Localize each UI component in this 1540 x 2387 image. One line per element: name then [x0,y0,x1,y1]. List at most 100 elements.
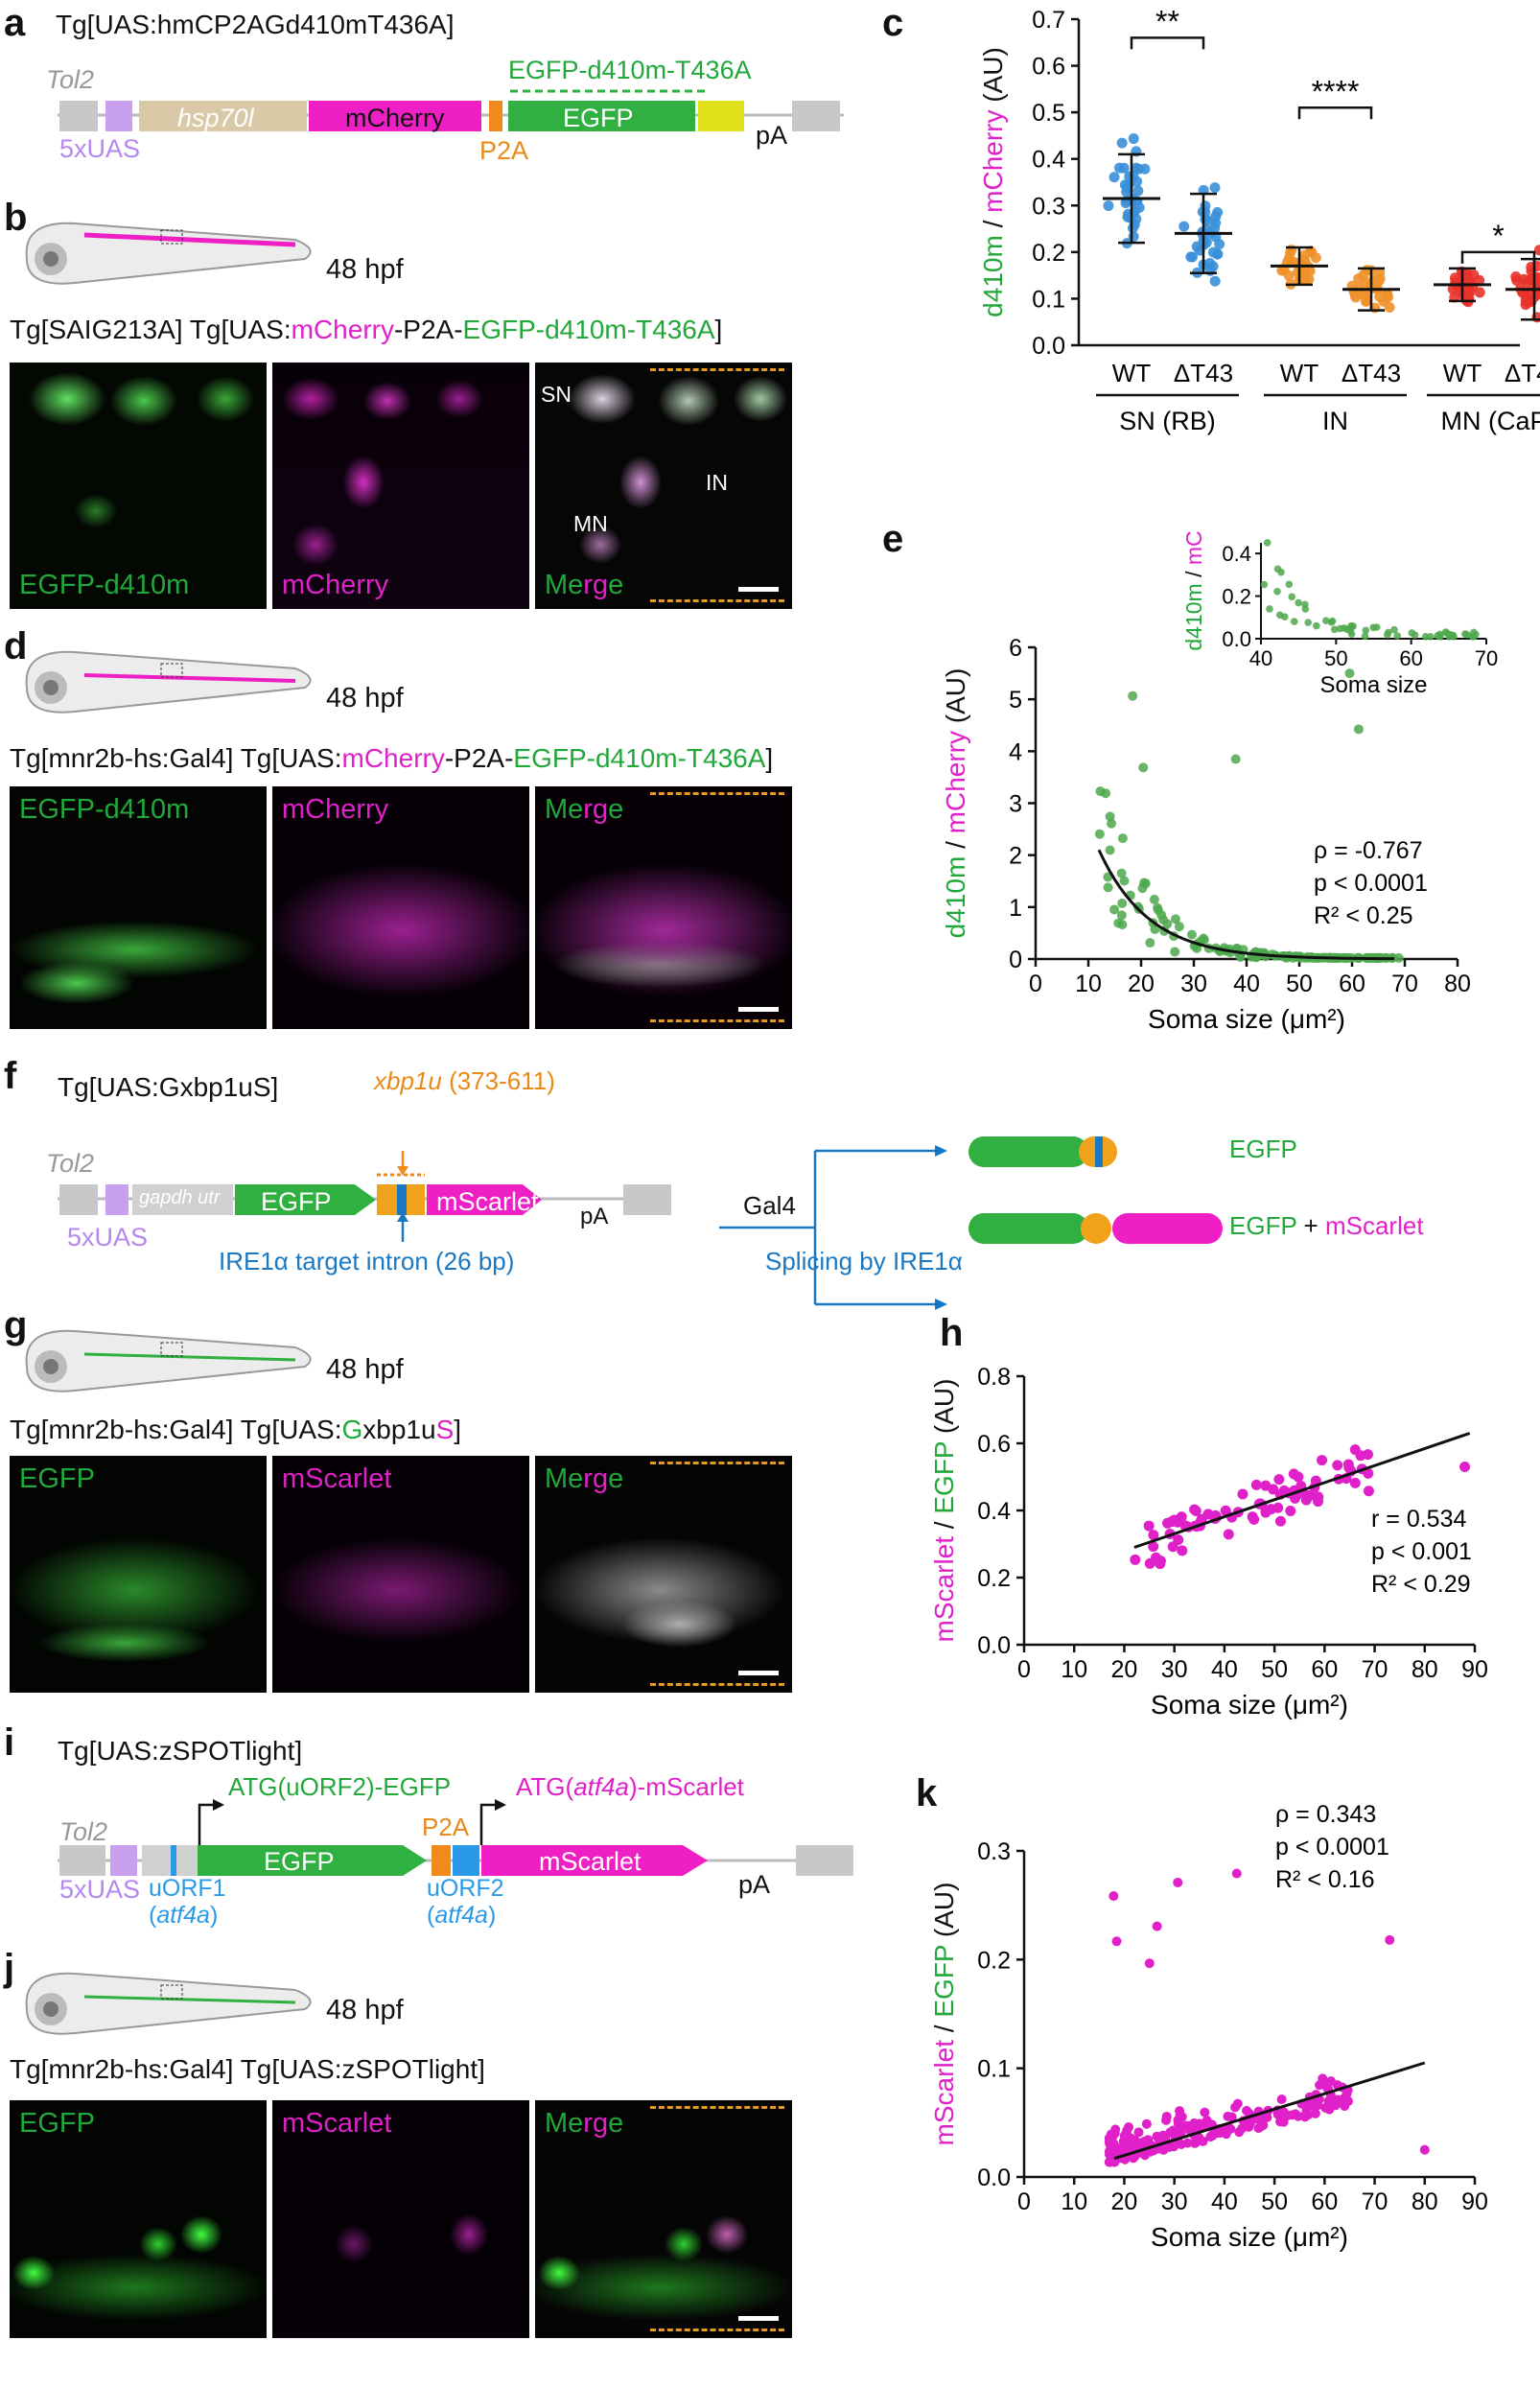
fit-line [1133,1432,1471,1549]
data-point [1109,2128,1120,2139]
data-point [1273,1474,1285,1486]
data-point [1105,2147,1115,2158]
data-point [1272,1502,1284,1513]
stat-text: R² < 0.29 [1371,1571,1471,1598]
x-axis-label: Soma size (μm²) [1151,2222,1348,2252]
data-point [1116,137,1128,149]
micrograph-d-egfp: EGFP-d410m [10,786,267,1029]
data-point [1162,1517,1174,1529]
y-tick-label: 0.2 [1032,240,1065,267]
y-tick-label: 0.0 [977,1632,1011,1659]
inset-data-point [1361,632,1369,641]
x-tick-label: 20 [1111,2188,1138,2215]
data-point [1237,1488,1248,1500]
inset-x-tick-label: 40 [1249,646,1272,670]
data-point [1109,904,1120,915]
label-d-mcherry: mCherry [282,794,389,825]
panel-label-h: h [940,1312,964,1354]
zebrafish-embryo-d [25,650,312,714]
inset-data-point [1385,628,1392,637]
data-point [1148,1541,1159,1553]
pa-label-f: pA [580,1204,609,1229]
data-point [1178,221,1190,232]
micrograph-g-merge: Merge [535,1456,792,1693]
x-tick-label: 60 [1311,1656,1338,1683]
inset-data-point [1336,624,1344,633]
uas-label-i: 5xUAS [59,1875,141,1904]
y-tick-label: 0.1 [1032,286,1065,313]
panel-label-d: d [4,625,28,667]
category-label: ΔT43 [1505,359,1540,387]
dashed-line-j-bottom [650,2328,784,2331]
atg-atf4a-mscarlet-label: ATG(atf4a)-mScarlet [516,1772,744,1801]
data-point [1094,829,1105,839]
x-tick-label: 10 [1061,1656,1087,1683]
data-point [1355,288,1366,299]
significance-bracket [1460,250,1536,264]
data-point [1148,1530,1159,1541]
data-point [1128,2153,1138,2164]
inset-data-point [1434,632,1442,640]
inset-data-point [1346,627,1355,635]
micrograph-b-merge: SN IN MN Merge [535,363,792,609]
data-point [1363,1467,1374,1479]
panel-label-g: g [4,1304,28,1346]
cell-label-in: IN [706,470,728,495]
mcherry-label-a: mCherry [345,104,445,132]
data-point [1534,289,1540,300]
label-j-mscarlet: mScarlet [282,2108,392,2139]
data-point [1304,1489,1316,1501]
data-point [1317,1455,1328,1466]
data-point [1340,2101,1350,2112]
inset-data-point [1313,621,1320,630]
data-point [1118,162,1130,174]
chart-k: 0 10 20 30 40 50 60 70 80 90 0.0 0.1 0.2 0.3 Soma size… [929,1801,1488,2252]
fit-curve [1097,849,1395,961]
data-point [1177,2112,1187,2122]
data-point [1310,252,1321,264]
scale-bar-d [738,1007,779,1012]
data-point [1312,1496,1323,1508]
group-label: SN (RB) [1119,407,1216,435]
p2a-label-i: P2A [422,1813,470,1841]
y-tick-label: 0.5 [1032,100,1065,127]
data-point [1108,172,1120,183]
data-point [1210,211,1222,222]
category-label: ΔT43 [1342,359,1401,387]
stage-label-d: 48 hpf [326,683,404,714]
data-point [1362,1449,1373,1461]
panel-f-title: Tg[UAS:Gxbp1uS] [58,1072,279,1102]
data-point [1303,2109,1314,2119]
panel-label-c: c [882,2,904,44]
stat-text: ρ = -0.767 [1314,837,1423,864]
data-point [1119,876,1130,886]
dashed-line-b-top [650,368,784,371]
data-point [1291,2109,1301,2119]
data-point [1209,182,1221,194]
panel-label-e: e [882,518,904,560]
x-tick-label: 40 [1211,1656,1238,1683]
y-tick-label: 1 [1009,895,1022,922]
zebrafish-embryo-g [25,1329,312,1392]
label-g-merge: Merge [545,1463,624,1494]
dashed-line-b-bottom [650,599,784,602]
cell-label-sn: SN [541,382,572,407]
data-point [1308,2100,1318,2111]
data-point [1200,206,1211,218]
spliced-products-f [968,1136,1223,1244]
stat-text: R² < 0.16 [1275,1866,1375,1893]
x-tick-label: 90 [1461,1656,1488,1683]
data-point [1209,275,1221,287]
data-point [1133,201,1145,213]
x-tick-label: 30 [1161,1656,1188,1683]
inset-x-tick-label: 60 [1399,646,1422,670]
pa-label-i: pA [738,1870,771,1899]
y-tick-label: 0.2 [977,1947,1011,1974]
data-point [1139,163,1151,175]
y-tick-label: 3 [1009,791,1022,818]
x-tick-label: 80 [1412,1656,1438,1683]
data-point [1117,920,1128,930]
panel-label-i: i [4,1721,15,1764]
dashed-line-g-top [650,1462,784,1464]
significance-bracket [1297,106,1373,120]
